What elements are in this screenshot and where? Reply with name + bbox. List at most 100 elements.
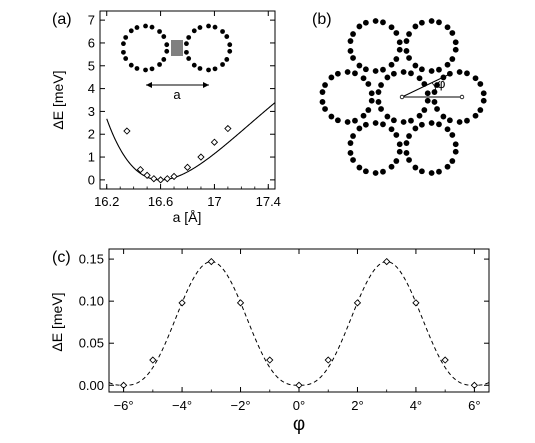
ring-atom [157, 62, 162, 67]
data-point [207, 257, 215, 266]
ring-atom [197, 66, 203, 71]
y-tick-label: 0 [88, 172, 95, 187]
y-tick-label: 3 [88, 104, 95, 119]
ring-atom [362, 19, 369, 26]
ring-atom [418, 168, 425, 175]
panel-c-x-ticks: −6° −4° −2° 0° 2° 4° 6° [114, 249, 481, 413]
ring-atom [227, 42, 233, 48]
ring-atom [412, 164, 419, 171]
y-tick-label: 0.10 [79, 294, 104, 309]
ring-atom [388, 24, 395, 31]
data-point [412, 299, 420, 307]
lattice-ring [347, 120, 403, 176]
ring-atom [356, 164, 363, 171]
x-tick-label: 4° [410, 398, 422, 413]
ring-atom [360, 75, 367, 82]
ring-atom [128, 62, 134, 68]
ring-atom [224, 34, 230, 39]
data-point [170, 172, 178, 181]
lattice-ring [319, 69, 375, 125]
ring-atom [408, 117, 414, 124]
ring-atom [449, 30, 456, 36]
ring-atom [157, 29, 162, 34]
ring-atom [412, 23, 419, 30]
ring-atom [480, 97, 487, 104]
y-tick-label: 0.00 [79, 378, 104, 393]
ring-atom [356, 23, 363, 30]
ring-atom [134, 25, 140, 30]
data-point [197, 153, 205, 161]
panel-c: (c) −6° −4° −2° 0° 2° 4° 6° 0.00 0.05 0.10 0.15 φ… [49, 248, 490, 435]
ring-atom [444, 24, 451, 31]
y-tick-label: 1 [88, 150, 95, 165]
ring-atom [164, 48, 170, 54]
ring-atom [444, 163, 451, 170]
ring-atom [161, 57, 167, 62]
panel-b-rotated-arm [401, 72, 453, 98]
ring-atom [350, 157, 356, 163]
ring-atom [352, 70, 358, 77]
ring-atom [452, 46, 459, 53]
ring-atom [418, 19, 425, 26]
ring-atom [384, 113, 391, 120]
ring-atom [372, 170, 379, 176]
ring-atom [403, 48, 410, 54]
ring-atom [372, 68, 379, 74]
ring-atom [123, 35, 129, 40]
ring-atom [212, 66, 218, 72]
panel-a-points [123, 124, 232, 184]
x-tick-label: 6° [468, 398, 480, 413]
ring-atom [121, 41, 126, 47]
ring-atom [406, 157, 412, 163]
y-tick-label: 7 [88, 13, 95, 28]
ring-atom [372, 120, 379, 126]
ring-atom [149, 24, 155, 30]
ring-atom [408, 70, 414, 77]
ring-atom [406, 31, 412, 37]
ring-atom [444, 61, 451, 68]
ring-atom [434, 106, 440, 112]
ring-atom [464, 117, 470, 124]
ring-atom [344, 69, 351, 75]
ring-atom [412, 125, 419, 132]
ring-atom [393, 56, 400, 62]
ring-atom [440, 113, 447, 120]
ring-atom [434, 82, 440, 88]
ring-atom [360, 112, 367, 119]
ring-atom [149, 66, 155, 72]
panel-c-label: (c) [52, 249, 71, 266]
panel-a-label: (a) [52, 11, 72, 28]
ring-atom [472, 75, 479, 82]
ring-atom [344, 119, 351, 125]
ring-atom [393, 30, 400, 36]
x-tick-label: −6° [114, 398, 134, 413]
data-point [149, 356, 157, 364]
ring-atom [362, 168, 369, 175]
data-point [441, 356, 449, 364]
ring-atom [206, 23, 211, 29]
x-tick-label: 17.4 [256, 194, 281, 209]
ring-atom [184, 49, 189, 55]
panel-b-arm-end [459, 94, 465, 100]
ring-atom [328, 113, 335, 120]
y-tick-label: 5 [88, 58, 95, 73]
ring-atom [390, 70, 397, 77]
ring-atom [406, 55, 412, 61]
data-point [123, 127, 131, 135]
ring-atom [220, 62, 225, 67]
ring-atom [396, 148, 403, 155]
ring-atom [161, 34, 167, 39]
ring-atom [368, 97, 375, 104]
inset-ring-left [121, 23, 170, 73]
ring-atom [184, 41, 189, 47]
panel-c-y-axis-label: ΔE [meV] [49, 292, 65, 351]
panel-b-angle-label: φ [437, 76, 445, 91]
ring-atom [477, 107, 484, 113]
ring-atom [356, 62, 363, 69]
data-point [136, 165, 145, 174]
ring-atom [456, 69, 463, 75]
ring-atom [424, 97, 431, 104]
ring-atom [322, 82, 328, 88]
ring-atom [436, 121, 442, 128]
ring-atom [388, 126, 395, 133]
